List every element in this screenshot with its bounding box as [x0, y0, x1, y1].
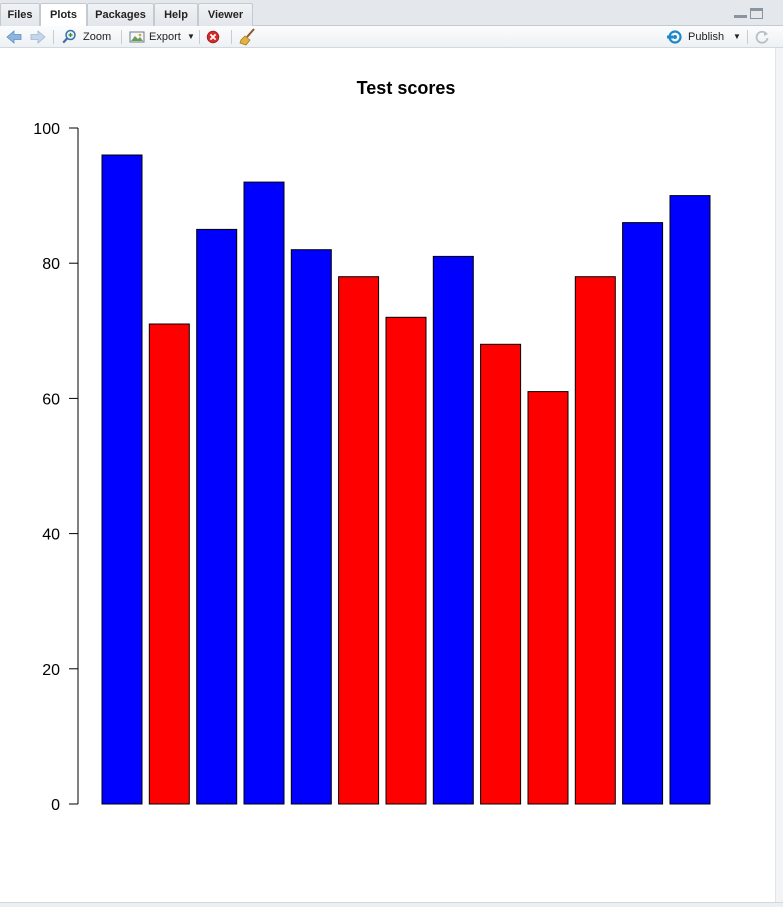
zoom-button[interactable]: Zoom — [61, 26, 116, 48]
bar-5 — [290, 249, 332, 805]
plots-toolbar: Zoom Export ▼ Publish ▼ — [0, 26, 783, 48]
bar-4 — [243, 181, 285, 805]
bar-11 — [574, 276, 616, 805]
chart-title: Test scores — [357, 78, 456, 98]
tab-plots[interactable]: Plots — [40, 3, 87, 27]
remove-plot-icon[interactable] — [206, 30, 220, 52]
bottom-border — [0, 902, 783, 907]
bar-1 — [101, 154, 143, 805]
bar-6 — [338, 276, 380, 805]
minimize-icon[interactable] — [734, 8, 747, 18]
bar-2 — [148, 323, 190, 805]
bar-7 — [385, 316, 427, 805]
magnifier-icon — [62, 29, 76, 44]
zoom-label: Zoom — [83, 31, 112, 43]
maximize-icon[interactable] — [750, 8, 763, 19]
publish-button[interactable]: Publish ▼ — [667, 26, 743, 48]
chevron-down-icon: ▼ — [187, 32, 195, 41]
y-tick-label: 0 — [51, 797, 60, 814]
broom-icon[interactable] — [239, 28, 256, 50]
refresh-icon[interactable] — [754, 29, 770, 51]
publish-icon — [667, 30, 682, 44]
plot-viewer: Test scores 0 20 40 60 80 100 — [0, 48, 775, 902]
toolbar-separator — [747, 30, 748, 44]
bar-3 — [196, 228, 238, 805]
y-tick-label: 40 — [42, 527, 60, 544]
y-tick-label: 100 — [33, 121, 60, 138]
tab-packages[interactable]: Packages — [87, 3, 154, 26]
publish-label: Publish — [688, 31, 725, 43]
bar-13 — [669, 195, 711, 805]
y-tick-label: 20 — [42, 662, 60, 679]
tab-files[interactable]: Files — [0, 3, 40, 26]
export-image-icon — [129, 31, 145, 43]
export-button[interactable]: Export ▼ — [129, 26, 197, 48]
bar-10 — [527, 391, 569, 805]
bar-9 — [480, 343, 522, 805]
toolbar-separator — [231, 30, 232, 44]
vertical-scrollbar[interactable] — [775, 48, 783, 907]
y-axis: 0 20 40 60 80 100 — [33, 121, 79, 814]
bar-8 — [432, 255, 474, 805]
arrow-left-icon[interactable] — [6, 30, 22, 52]
toolbar-separator — [199, 30, 200, 44]
pane-tab-bar: Files Plots Packages Help Viewer — [0, 0, 783, 27]
bars-group — [101, 154, 711, 805]
export-label: Export — [149, 31, 181, 43]
y-tick-label: 60 — [42, 391, 60, 408]
toolbar-separator — [121, 30, 122, 44]
toolbar-separator — [53, 30, 54, 44]
arrow-right-icon[interactable] — [30, 30, 46, 52]
chevron-down-icon: ▼ — [733, 32, 741, 41]
y-tick-label: 80 — [42, 256, 60, 273]
bar-12 — [622, 222, 664, 805]
bar-chart: Test scores 0 20 40 60 80 100 — [33, 78, 711, 814]
tab-viewer[interactable]: Viewer — [198, 3, 253, 26]
tab-help[interactable]: Help — [154, 3, 198, 26]
